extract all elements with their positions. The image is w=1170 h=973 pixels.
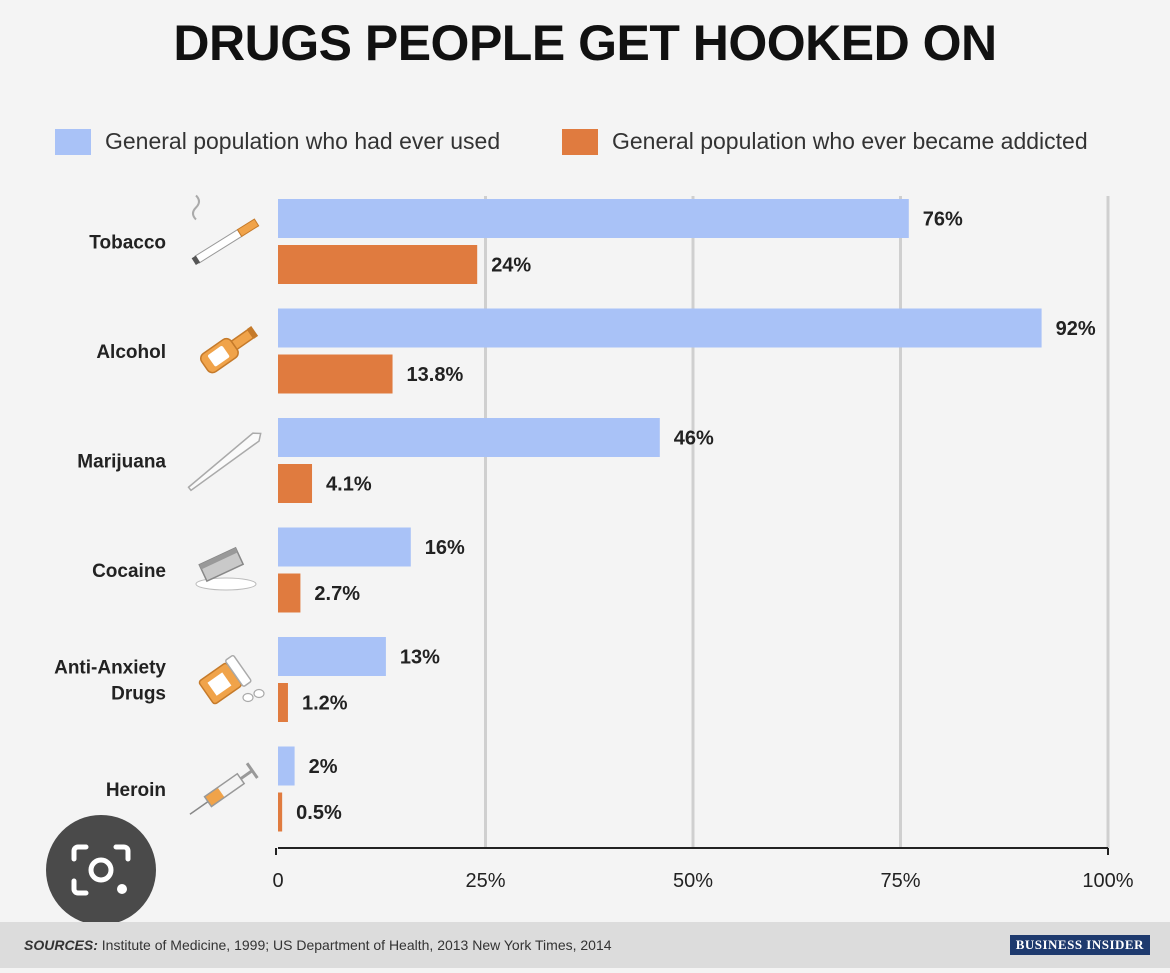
bar-ever-used bbox=[278, 308, 1042, 348]
bar-addicted bbox=[278, 573, 301, 613]
pill-bottle-icon bbox=[198, 654, 265, 705]
legend-label-ever-used: General population who had ever used bbox=[105, 128, 501, 154]
legend-label-addicted: General population who ever became addic… bbox=[612, 128, 1088, 154]
category-icons bbox=[187, 194, 265, 815]
category-label: Anti-Anxiety Drugs bbox=[54, 658, 166, 705]
sources-text: SOURCES: Institute of Medicine, 1999; US… bbox=[24, 937, 612, 953]
data-label: 13.8% bbox=[407, 364, 464, 386]
x-tick-label: 75% bbox=[880, 870, 920, 892]
bar-addicted bbox=[278, 354, 393, 394]
footer: SOURCES: Institute of Medicine, 1999; US… bbox=[0, 922, 1170, 968]
bars bbox=[278, 199, 1042, 832]
bar-ever-used bbox=[278, 418, 660, 457]
data-label: 24% bbox=[491, 255, 531, 277]
legend-swatch-ever-used bbox=[55, 128, 91, 155]
chart-title: DRUGS PEOPLE GET HOOKED ON bbox=[173, 15, 997, 71]
sources-body: Institute of Medicine, 1999; US Departme… bbox=[97, 937, 612, 953]
category-label: Heroin bbox=[106, 780, 166, 801]
x-tick-label: 25% bbox=[465, 870, 505, 892]
data-label: 2.7% bbox=[314, 583, 360, 605]
legend-item-addicted: General population who ever became addic… bbox=[562, 128, 1088, 155]
bar-ever-used bbox=[278, 746, 295, 786]
sources-prefix: SOURCES: bbox=[24, 937, 98, 953]
razor-icon bbox=[195, 546, 257, 591]
data-label: 92% bbox=[1056, 318, 1096, 340]
bar-ever-used bbox=[278, 527, 411, 567]
legend-item-ever-used: General population who had ever used bbox=[55, 128, 500, 155]
brand-logo: BUSINESS INSIDER bbox=[1009, 935, 1150, 955]
data-label: 2% bbox=[309, 756, 338, 778]
grid-lines bbox=[275, 196, 1110, 855]
data-label: 13% bbox=[400, 647, 440, 669]
x-tick-label: 100% bbox=[1082, 870, 1133, 892]
bar-addicted bbox=[278, 464, 313, 503]
bar-addicted bbox=[278, 245, 478, 284]
bar-chart: 0 25% 50% 75% 100% 76% 24% Tobacco 92% 13.8% Alcoh… bbox=[54, 194, 1134, 893]
category-label: Alcohol bbox=[96, 342, 166, 363]
data-label: 4.1% bbox=[326, 474, 372, 496]
legend-swatch-addicted bbox=[562, 128, 598, 155]
lens-search-button[interactable] bbox=[46, 815, 156, 925]
category-label: Tobacco bbox=[89, 233, 166, 254]
camera-icon bbox=[71, 844, 131, 896]
syringe-icon bbox=[189, 762, 259, 815]
data-label: 0.5% bbox=[296, 802, 342, 824]
labels: 0 25% 50% 75% 100% 76% 24% Tobacco 92% 13.8% Alcoh… bbox=[54, 209, 1134, 893]
bar-addicted bbox=[278, 683, 288, 722]
category-label: Marijuana bbox=[77, 452, 166, 473]
bar-addicted bbox=[278, 792, 283, 832]
cigarette-icon bbox=[191, 194, 260, 266]
data-label: 46% bbox=[674, 428, 714, 450]
data-label: 1.2% bbox=[302, 693, 348, 715]
data-label: 16% bbox=[425, 537, 465, 559]
data-label: 76% bbox=[923, 209, 963, 231]
bar-ever-used bbox=[278, 637, 386, 676]
joint-icon bbox=[187, 432, 262, 492]
category-label: Cocaine bbox=[92, 561, 166, 582]
x-tick-label: 0 bbox=[272, 870, 283, 892]
bottle-icon bbox=[199, 326, 259, 374]
bar-ever-used bbox=[278, 199, 909, 238]
x-tick-label: 50% bbox=[673, 870, 713, 892]
